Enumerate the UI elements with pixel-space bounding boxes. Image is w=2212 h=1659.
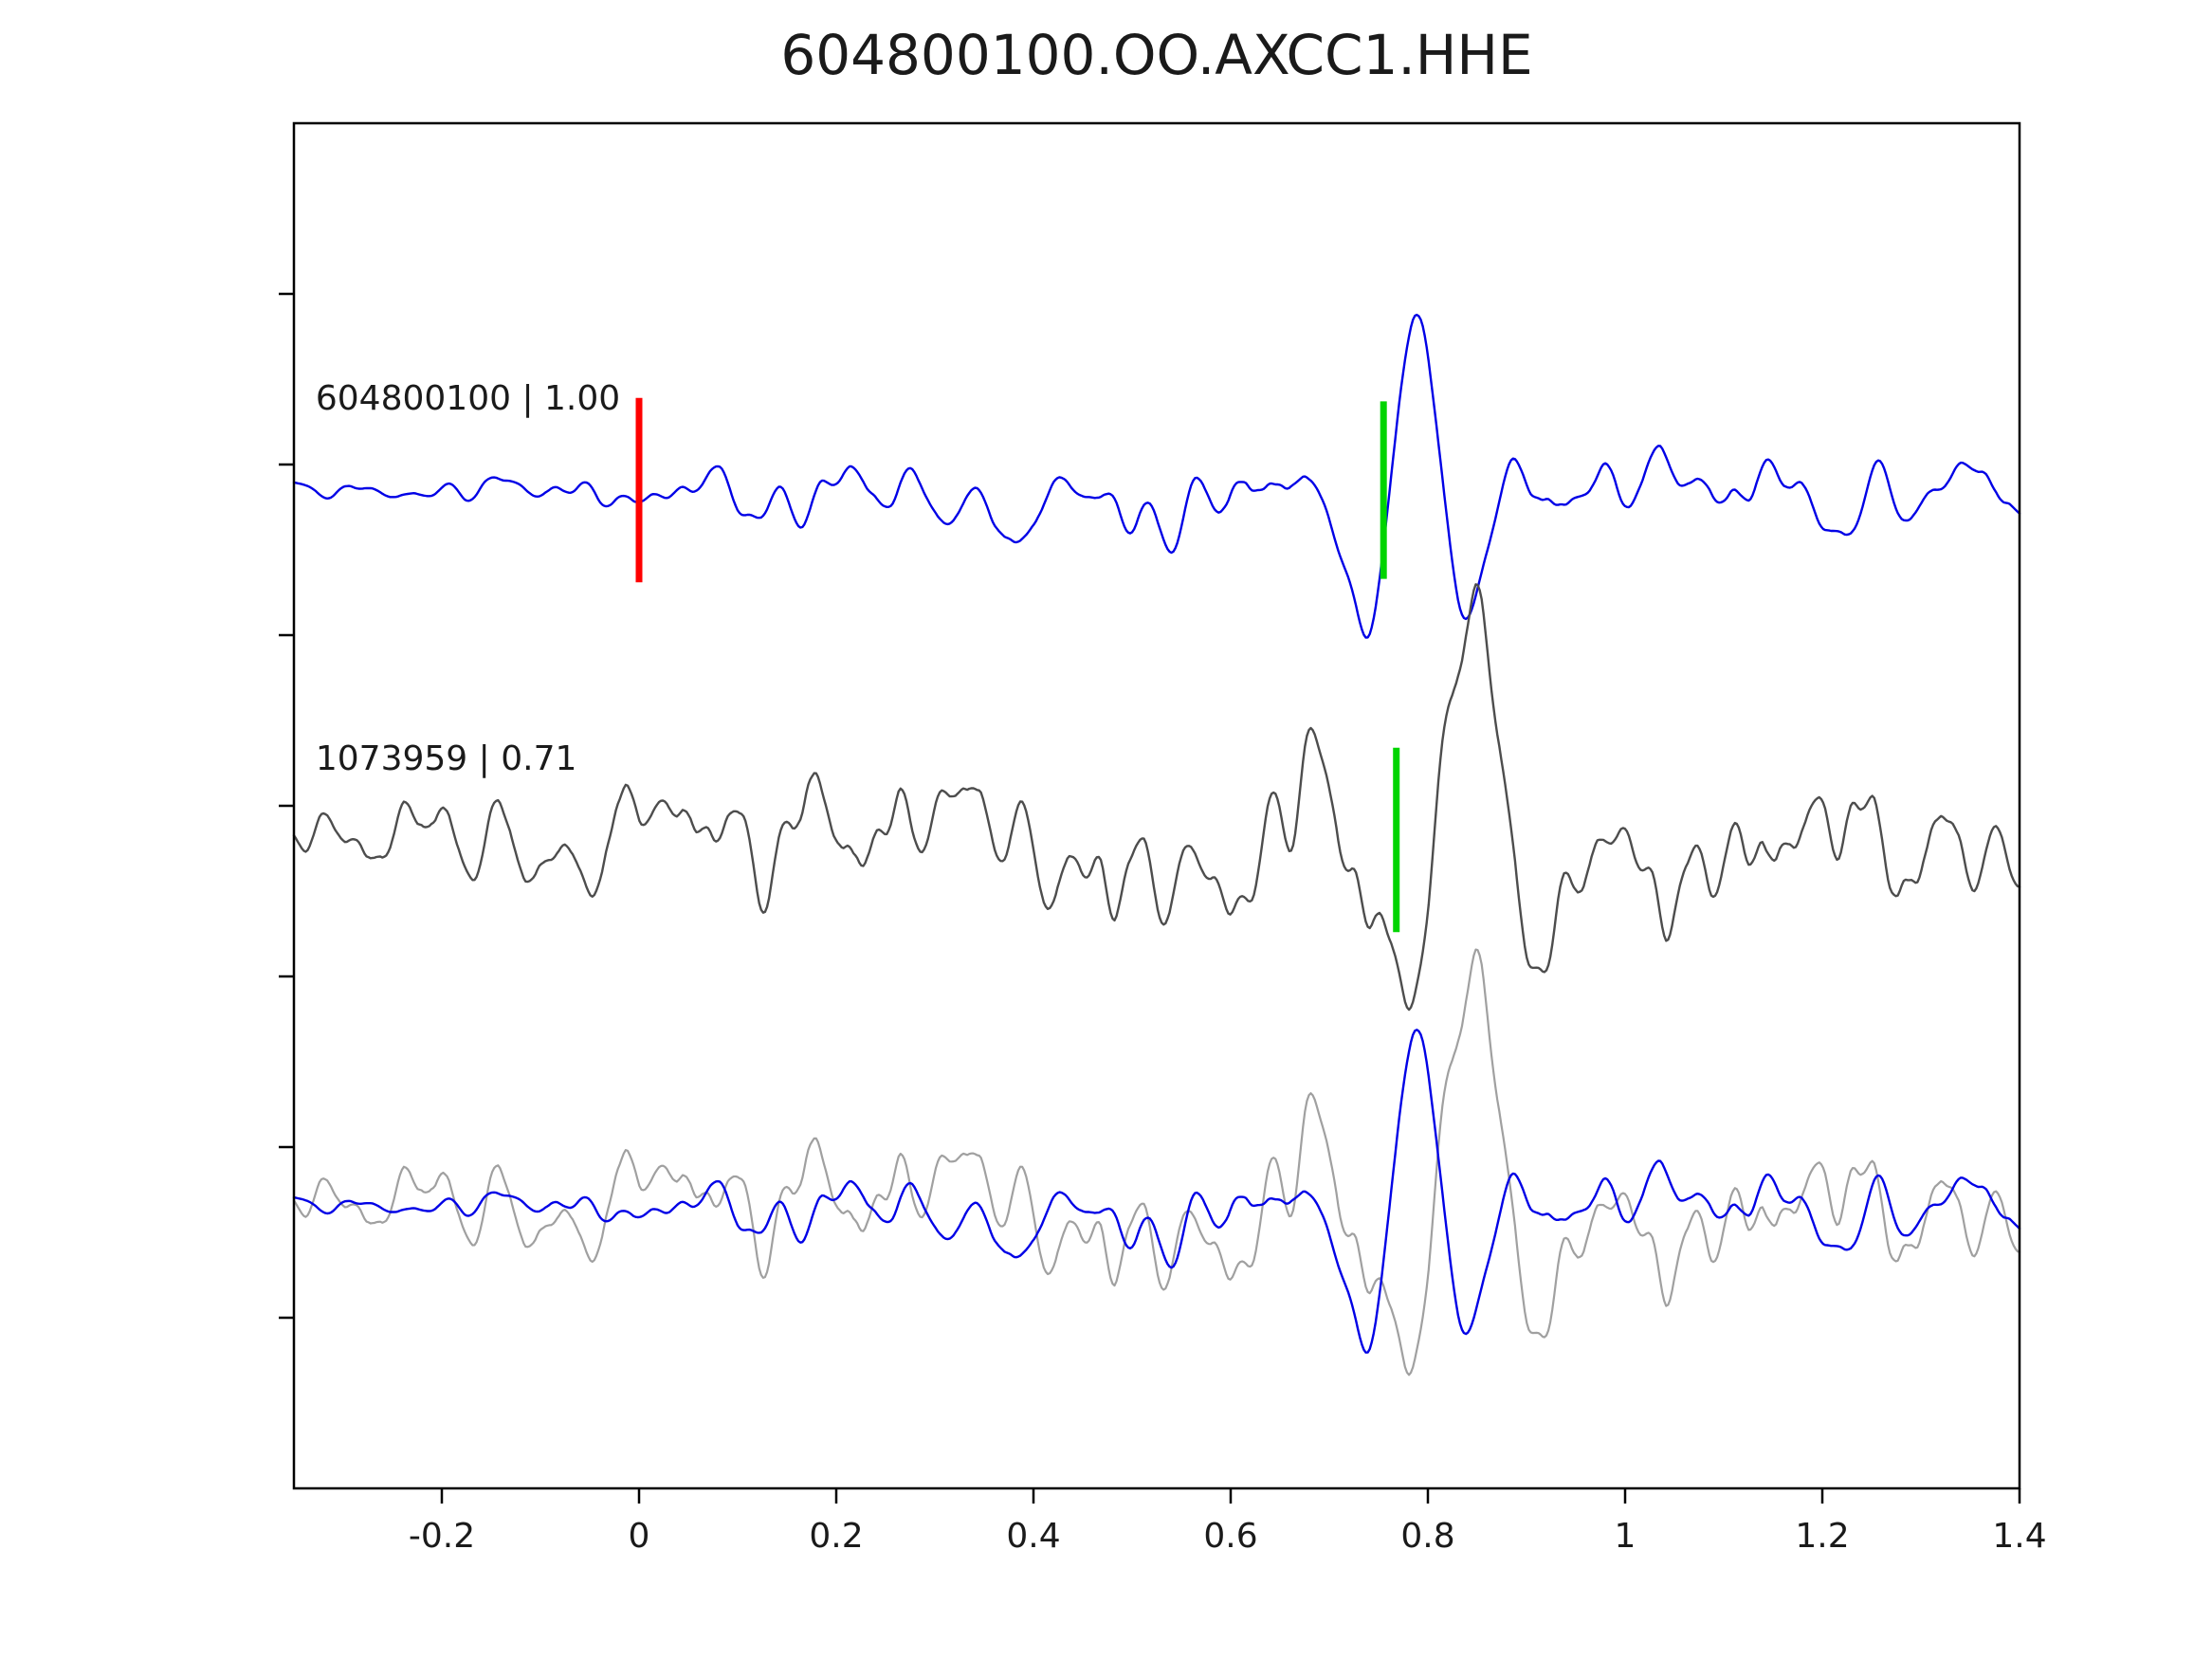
x-tick-label: -0.2	[409, 1517, 475, 1556]
plot-box	[292, 121, 2021, 1490]
trace-label-1: 1073959 | 0.71	[316, 739, 577, 778]
markers-group	[635, 397, 1400, 933]
x-tick-label: 0	[629, 1517, 650, 1556]
x-tick-label: 0.6	[1203, 1517, 1257, 1556]
detection-trace	[292, 583, 2021, 1012]
template-trace	[292, 313, 2021, 639]
trace-labels-group: 604800100 | 1.00 1073959 | 0.71	[316, 379, 620, 778]
x-tick-label: 1	[1615, 1517, 1636, 1556]
x-tick-label: 0.4	[1006, 1517, 1060, 1556]
overlay-detection-trace	[292, 948, 2021, 1376]
traces-group	[292, 313, 2021, 1376]
trace-label-0: 604800100 | 1.00	[316, 379, 620, 418]
overlay-template-trace	[292, 1029, 2021, 1354]
x-tick-label: 0.8	[1400, 1517, 1454, 1556]
x-tick-label: 1.2	[1795, 1517, 1849, 1556]
x-ticks-group: -0.2 0 0.2 0.4 0.6 0.8 1 1.2 1.4	[409, 1488, 2047, 1556]
x-tick-label: 0.2	[809, 1517, 863, 1556]
y-ticks-group	[279, 292, 294, 1320]
x-tick-label: 1.4	[1992, 1517, 2046, 1556]
plot-title: 604800100.OO.AXCC1.HHE	[780, 23, 1532, 87]
